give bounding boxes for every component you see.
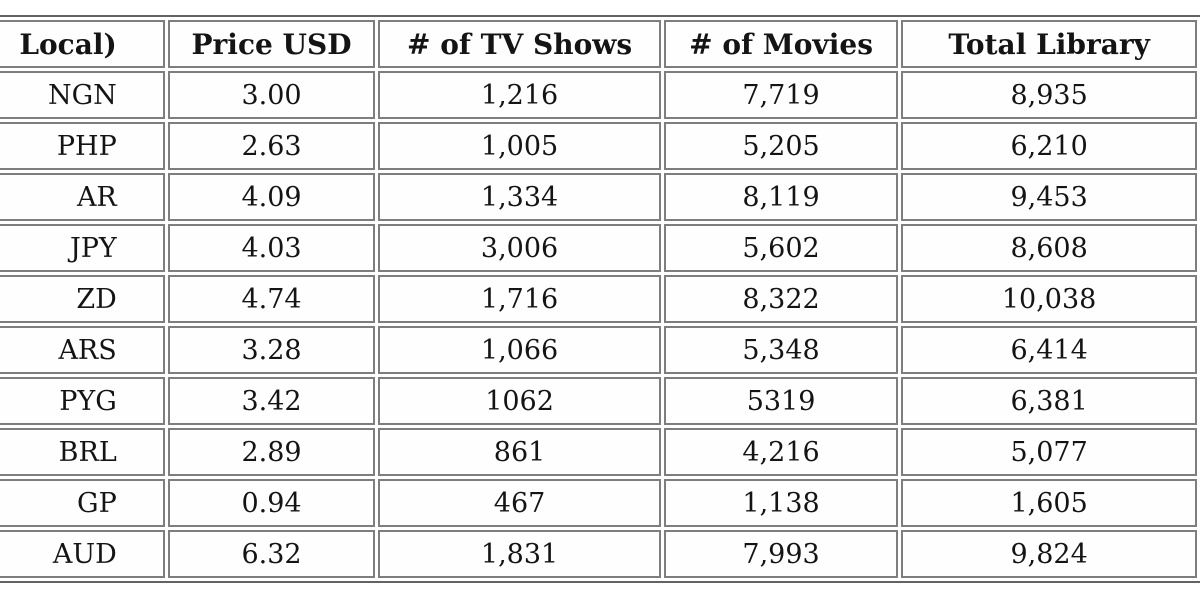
table-row: AR 4.09 1,334 8,119 9,453 [0, 173, 1197, 221]
cell-total: 9,453 [901, 173, 1197, 221]
cell-total: 9,824 [901, 530, 1197, 578]
cell-movies: 1,138 [663, 479, 899, 527]
header-row: Local) Price USD # of TV Shows # of Movies T… [0, 20, 1197, 68]
cell-price: 0.94 [167, 479, 376, 527]
cell-local: PHP [0, 122, 165, 170]
cell-local: AR [0, 173, 165, 221]
cell-local: JPY [0, 224, 165, 272]
table-row: BRL 2.89 861 4,216 5,077 [0, 428, 1197, 476]
cell-tv: 1,066 [378, 326, 661, 374]
cell-total: 10,038 [901, 275, 1197, 323]
table-row: JPY 4.03 3,006 5,602 8,608 [0, 224, 1197, 272]
header-cell-tv: # of TV Shows [378, 20, 661, 68]
cell-price: 3.28 [167, 326, 376, 374]
cell-price: 3.42 [167, 377, 376, 425]
cell-local: ARS [0, 326, 165, 374]
cell-total: 6,381 [901, 377, 1197, 425]
table-row: PYG 3.42 1062 5319 6,381 [0, 377, 1197, 425]
cell-movies: 5,348 [663, 326, 899, 374]
cell-tv: 3,006 [378, 224, 661, 272]
cell-tv: 1,716 [378, 275, 661, 323]
table-body: NGN 3.00 1,216 7,719 8,935 PHP 2.63 1,005 5,205 6… [0, 71, 1197, 578]
cell-tv: 1,216 [378, 71, 661, 119]
cell-local: BRL [0, 428, 165, 476]
cell-movies: 7,719 [663, 71, 899, 119]
cell-tv: 1062 [378, 377, 661, 425]
header-cell-local: Local) [0, 20, 165, 68]
header-cell-total: Total Library [901, 20, 1197, 68]
cell-tv: 1,334 [378, 173, 661, 221]
cell-movies: 5,602 [663, 224, 899, 272]
cell-total: 8,608 [901, 224, 1197, 272]
cell-tv: 467 [378, 479, 661, 527]
table-row: PHP 2.63 1,005 5,205 6,210 [0, 122, 1197, 170]
table-row: AUD 6.32 1,831 7,993 9,824 [0, 530, 1197, 578]
table-row: NGN 3.00 1,216 7,719 8,935 [0, 71, 1197, 119]
header-cell-movies: # of Movies [663, 20, 899, 68]
cell-total: 6,210 [901, 122, 1197, 170]
cell-total: 1,605 [901, 479, 1197, 527]
cell-movies: 5,205 [663, 122, 899, 170]
table-header: Local) Price USD # of TV Shows # of Movies T… [0, 20, 1197, 68]
cell-movies: 8,119 [663, 173, 899, 221]
header-cell-price: Price USD [167, 20, 376, 68]
cell-price: 4.74 [167, 275, 376, 323]
cell-price: 2.89 [167, 428, 376, 476]
cell-price: 4.09 [167, 173, 376, 221]
cell-tv: 1,831 [378, 530, 661, 578]
cell-total: 8,935 [901, 71, 1197, 119]
library-pricing-table: Local) Price USD # of TV Shows # of Movies T… [0, 15, 1200, 583]
cell-total: 6,414 [901, 326, 1197, 374]
cell-movies: 8,322 [663, 275, 899, 323]
cell-tv: 1,005 [378, 122, 661, 170]
cell-price: 2.63 [167, 122, 376, 170]
cell-total: 5,077 [901, 428, 1197, 476]
cell-local: PYG [0, 377, 165, 425]
cell-price: 4.03 [167, 224, 376, 272]
table-row: ARS 3.28 1,066 5,348 6,414 [0, 326, 1197, 374]
cell-movies: 5319 [663, 377, 899, 425]
cell-local: GP [0, 479, 165, 527]
cell-movies: 4,216 [663, 428, 899, 476]
cell-tv: 861 [378, 428, 661, 476]
table-row: GP 0.94 467 1,138 1,605 [0, 479, 1197, 527]
cell-local: ZD [0, 275, 165, 323]
cell-movies: 7,993 [663, 530, 899, 578]
table-row: ZD 4.74 1,716 8,322 10,038 [0, 275, 1197, 323]
cell-local: NGN [0, 71, 165, 119]
cell-price: 6.32 [167, 530, 376, 578]
cell-local: AUD [0, 530, 165, 578]
cell-price: 3.00 [167, 71, 376, 119]
